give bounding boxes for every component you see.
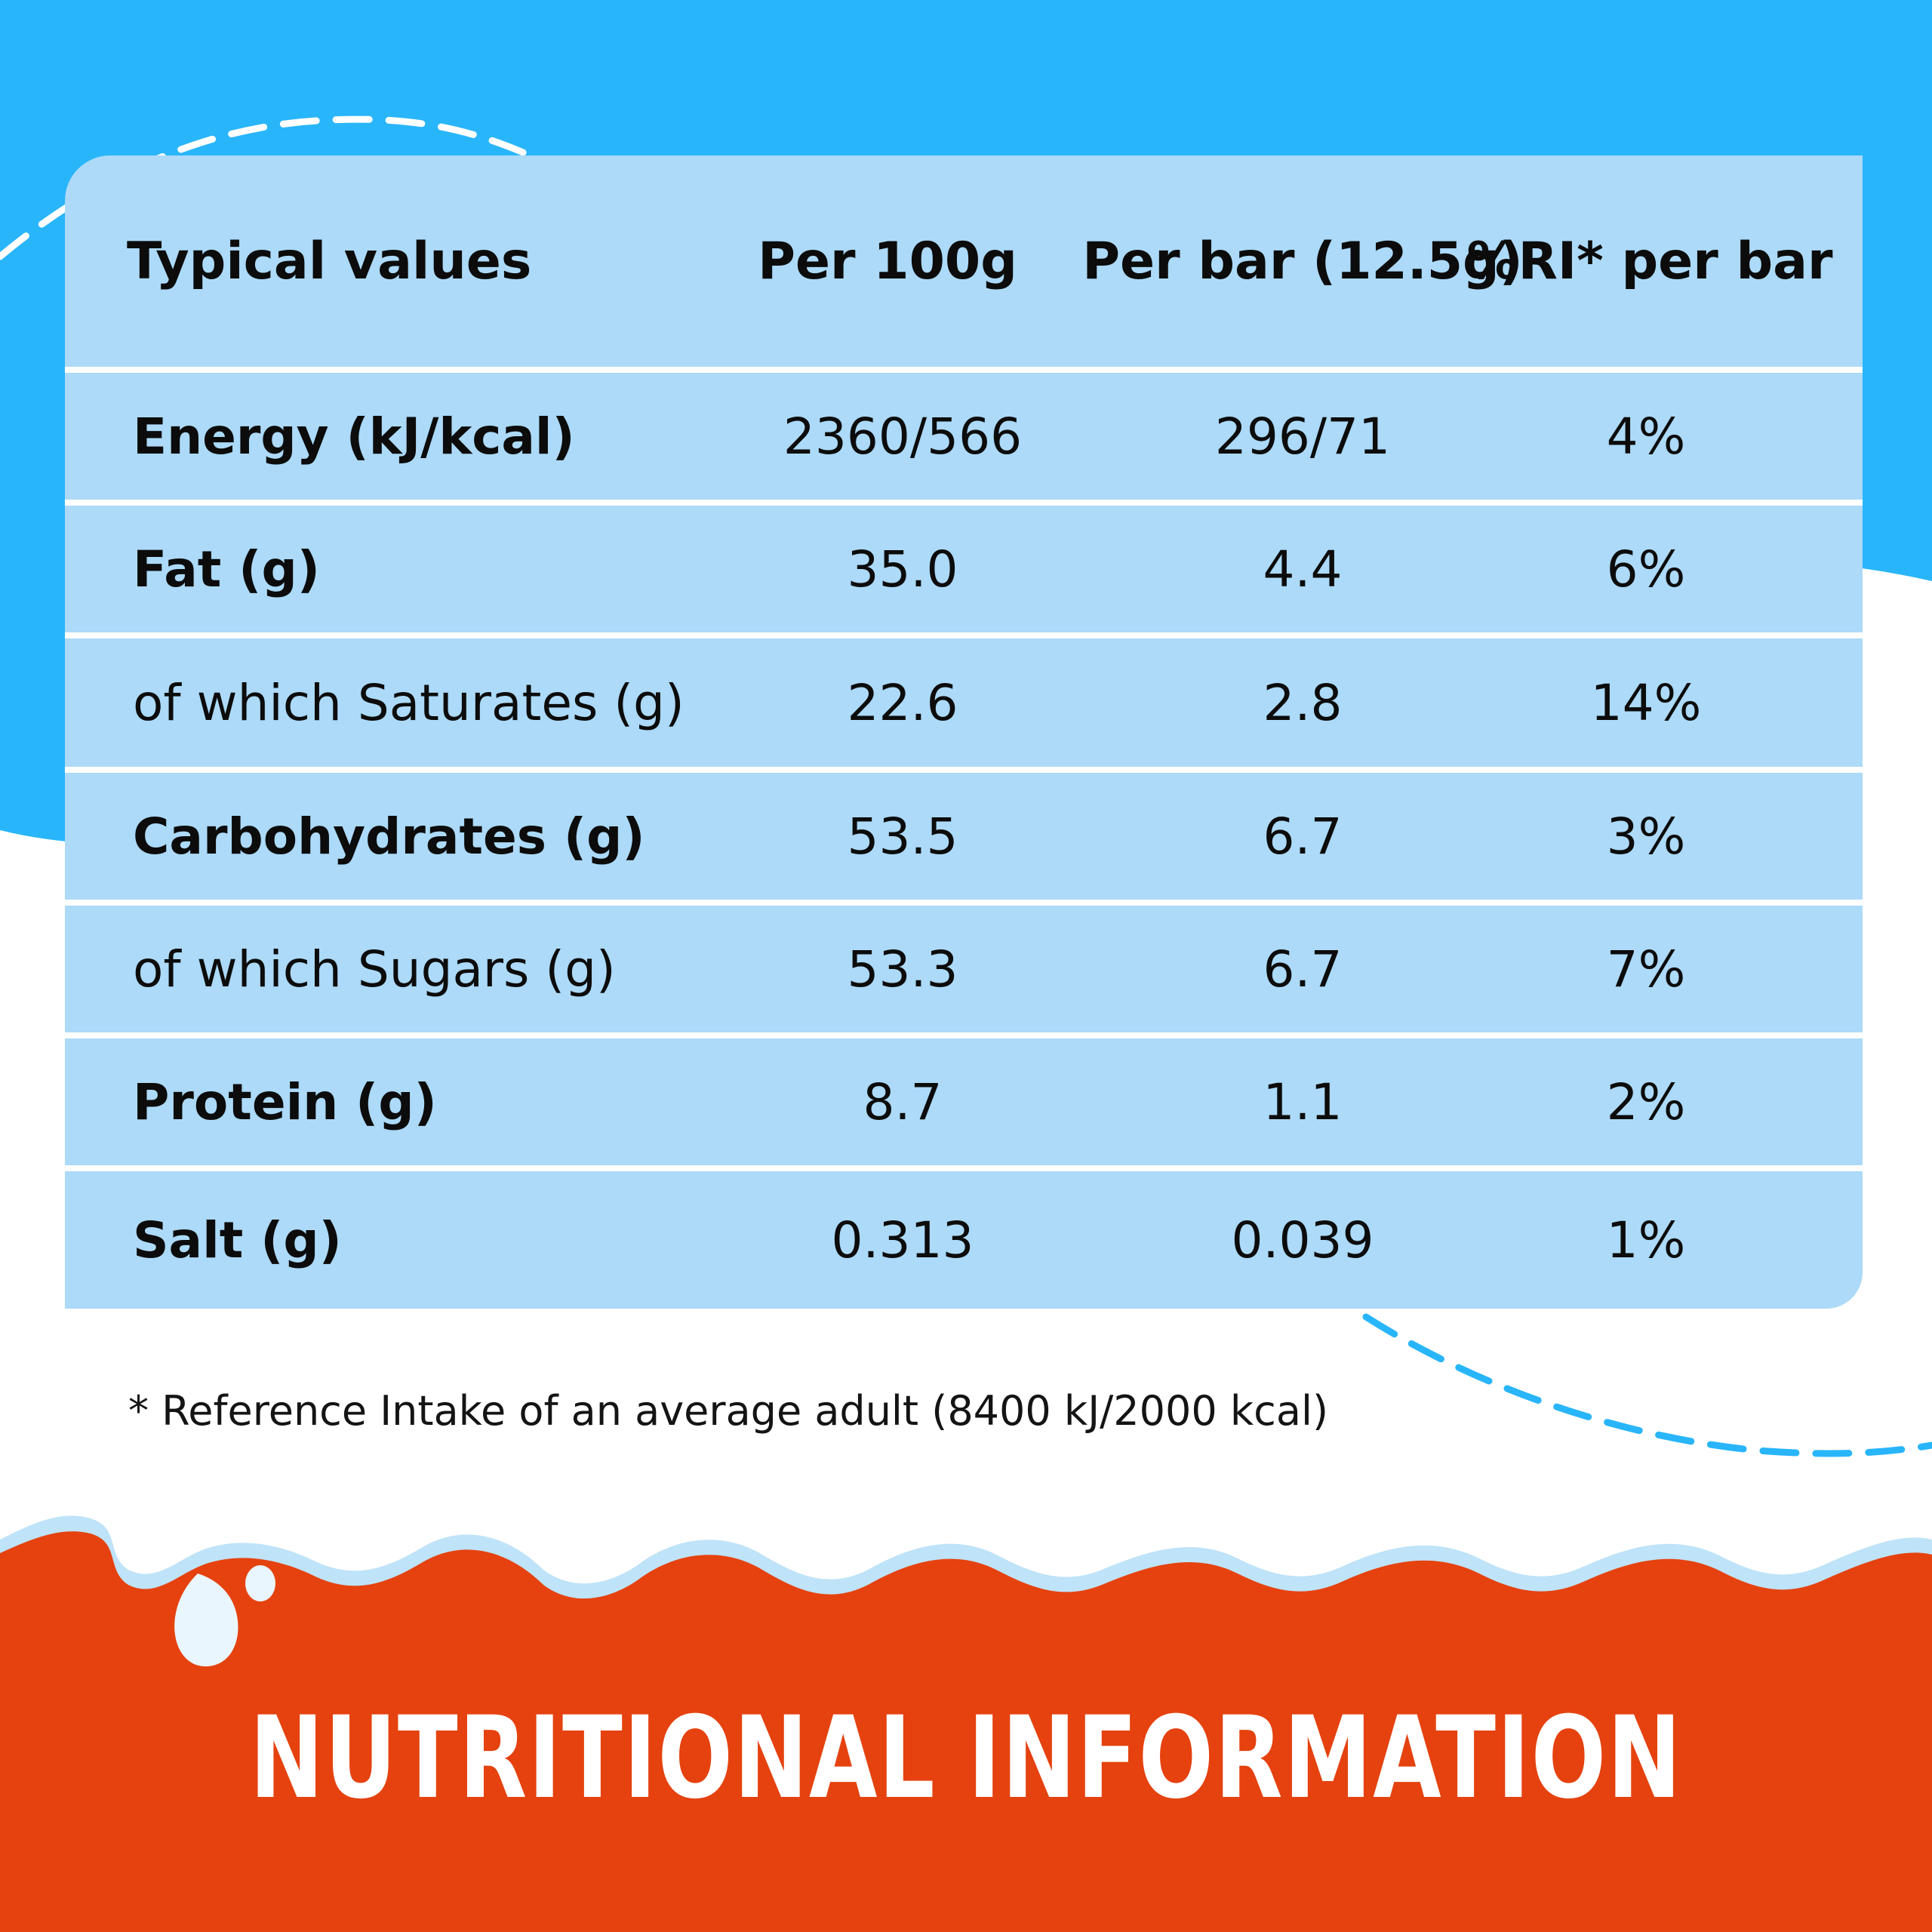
row-label: Protein (g) — [133, 1072, 437, 1131]
row-divider — [65, 900, 1863, 906]
row-per-bar: 1.1 — [1263, 1072, 1343, 1131]
table-header-row: Typical values Per 100g Per bar (12.5g) … — [65, 155, 1863, 367]
row-per-100g: 53.5 — [847, 807, 958, 866]
milk-drop-icon — [174, 1574, 238, 1667]
row-divider — [65, 1165, 1863, 1171]
row-ri: 4% — [1606, 407, 1686, 466]
dashed-curve-top — [0, 115, 532, 260]
row-label: Salt (g) — [133, 1211, 342, 1269]
table-row-sugars: of which Sugars (g) 53.3 6.7 7% — [65, 906, 1863, 1032]
row-ri: 1% — [1606, 1211, 1686, 1269]
row-per-bar: 6.7 — [1263, 807, 1343, 866]
table-row-energy: Energy (kJ/kcal) 2360/566 296/71 4% — [65, 373, 1863, 500]
header-per-bar: Per bar (12.5g) — [1082, 231, 1523, 291]
row-per-100g: 35.0 — [847, 540, 958, 598]
table-row-fat: Fat (g) 35.0 4.4 6% — [65, 506, 1863, 632]
row-label: Fat (g) — [133, 540, 320, 598]
row-per-bar: 296/71 — [1214, 407, 1391, 466]
table-row-protein: Protein (g) 8.7 1.1 2% — [65, 1038, 1863, 1165]
red-banner — [0, 1531, 1932, 1932]
dashed-curve-bottom — [1362, 1313, 1932, 1457]
reference-intake-footnote: * Reference Intake of an average adult (… — [128, 1387, 1329, 1435]
row-divider — [65, 500, 1863, 506]
header-ri-per-bar: %RI* per bar — [1466, 231, 1833, 291]
header-per-100g: Per 100g — [758, 231, 1017, 291]
row-per-100g: 22.6 — [847, 673, 958, 732]
row-per-100g: 0.313 — [831, 1211, 974, 1269]
header-typical-values: Typical values — [127, 231, 532, 291]
row-per-100g: 53.3 — [847, 940, 958, 998]
table-row-salt: Salt (g) 0.313 0.039 1% — [65, 1171, 1863, 1309]
row-ri: 7% — [1606, 940, 1686, 998]
row-per-bar: 6.7 — [1263, 940, 1343, 998]
banner-title: NUTRITIONAL INFORMATION — [249, 1693, 1683, 1824]
row-label: Carbohydrates (g) — [133, 807, 645, 866]
row-ri: 3% — [1606, 807, 1686, 866]
table-row-carbohydrates: Carbohydrates (g) 53.5 6.7 3% — [65, 773, 1863, 900]
nutrition-table: Typical values Per 100g Per bar (12.5g) … — [65, 155, 1863, 1309]
row-ri: 2% — [1606, 1072, 1686, 1131]
row-label: of which Sugars (g) — [133, 940, 616, 998]
row-label: Energy (kJ/kcal) — [133, 407, 575, 466]
row-divider — [65, 767, 1863, 773]
row-per-bar: 4.4 — [1263, 540, 1343, 598]
row-per-100g: 8.7 — [863, 1072, 943, 1131]
row-per-100g: 2360/566 — [783, 407, 1023, 466]
row-ri: 14% — [1590, 673, 1702, 732]
row-divider — [65, 367, 1863, 373]
row-ri: 6% — [1606, 540, 1686, 598]
row-divider — [65, 1032, 1863, 1038]
row-per-bar: 2.8 — [1263, 673, 1343, 732]
row-divider — [65, 632, 1863, 638]
row-per-bar: 0.039 — [1231, 1211, 1374, 1269]
milk-drop-small-icon — [245, 1565, 275, 1601]
table-row-saturates: of which Saturates (g) 22.6 2.8 14% — [65, 638, 1863, 767]
row-label: of which Saturates (g) — [133, 673, 685, 732]
